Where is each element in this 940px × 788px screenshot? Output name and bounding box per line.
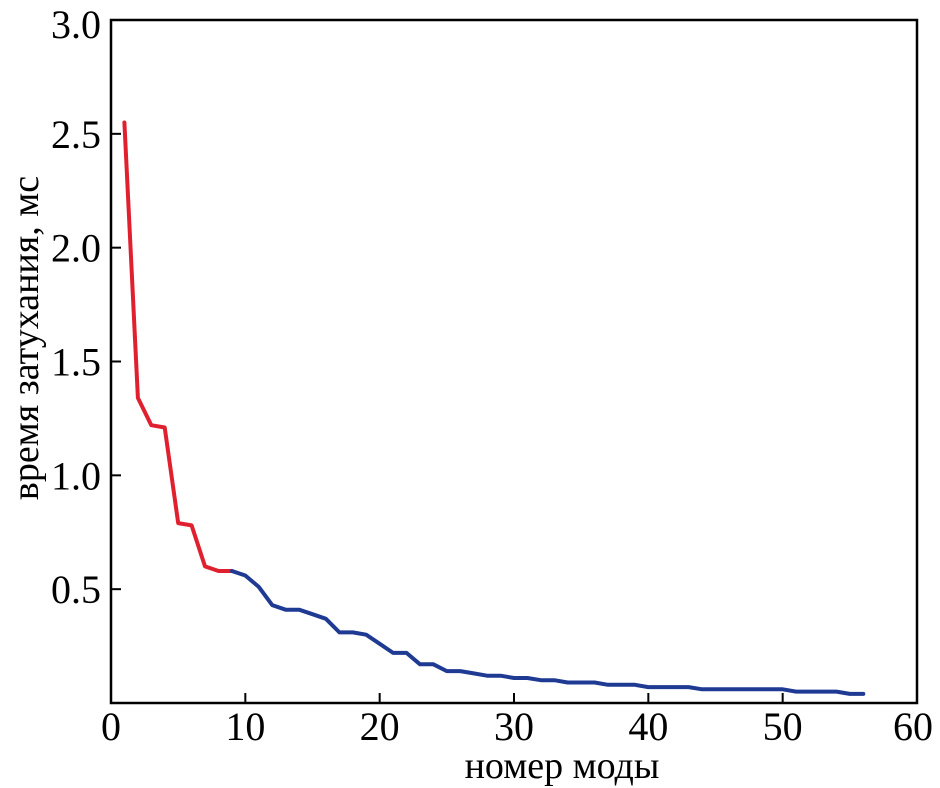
y-tick-label: 1.0 [51,453,101,498]
ticks-layer: 0 10 20 30 40 50 60 0.5 1.0 1.5 2.0 2.5 3.0 [51,2,933,749]
y-axis-title: время затухания, мс [5,176,47,500]
x-tick-label: 40 [628,704,668,749]
series-layer [122,120,866,696]
x-tick-label: 60 [893,704,933,749]
y-tick-label: 3.0 [51,2,101,47]
x-tick-label: 20 [360,704,400,749]
series-line-1 [122,120,234,573]
x-axis-title: номер моды [465,745,660,787]
x-tick-label: 10 [225,704,265,749]
plot-frame [109,18,919,705]
x-tick-label: 0 [101,704,121,749]
y-tick-label: 2.0 [51,226,101,271]
y-tick-label: 1.5 [51,340,101,385]
x-tick-label: 30 [494,704,534,749]
x-tick-label: 50 [763,704,803,749]
y-tick-label: 0.5 [51,567,101,612]
y-tick-label: 2.5 [51,112,101,157]
series-line-2 [229,569,866,696]
